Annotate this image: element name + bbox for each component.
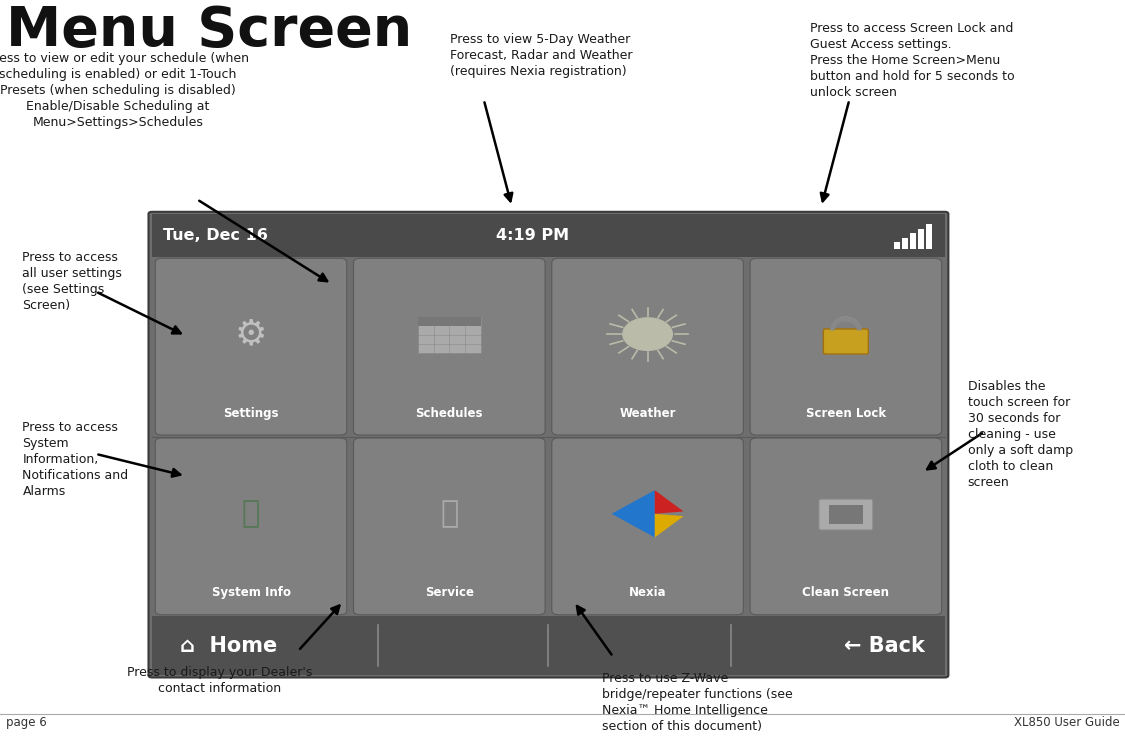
FancyBboxPatch shape: [552, 258, 744, 435]
Bar: [910, 233, 916, 249]
Bar: [902, 238, 908, 249]
Bar: [829, 505, 863, 524]
FancyBboxPatch shape: [824, 329, 868, 354]
FancyBboxPatch shape: [148, 212, 948, 677]
Text: XL850 User Guide: XL850 User Guide: [1014, 716, 1119, 729]
Bar: [918, 229, 924, 249]
Bar: [152, 616, 945, 675]
Bar: [926, 224, 932, 249]
FancyBboxPatch shape: [417, 317, 480, 353]
Text: Press to display your Dealer's
contact information: Press to display your Dealer's contact i…: [127, 666, 312, 694]
Text: Press to view 5-Day Weather
Forecast, Radar and Weather
(requires Nexia registra: Press to view 5-Day Weather Forecast, Ra…: [450, 33, 632, 78]
FancyBboxPatch shape: [819, 499, 873, 530]
Text: Press to access
System
Information,
Notifications and
Alarms: Press to access System Information, Noti…: [22, 421, 128, 497]
Text: Service: Service: [425, 587, 474, 599]
FancyBboxPatch shape: [155, 258, 346, 435]
Text: Clean Screen: Clean Screen: [802, 587, 890, 599]
FancyBboxPatch shape: [750, 438, 942, 615]
FancyBboxPatch shape: [353, 438, 546, 615]
Text: Disables the
touch screen for
30 seconds for
cleaning - use
only a soft damp
clo: Disables the touch screen for 30 seconds…: [968, 380, 1072, 489]
Text: Press to access
all user settings
(see Settings
Screen): Press to access all user settings (see S…: [22, 251, 123, 312]
Text: Weather: Weather: [620, 407, 676, 420]
Bar: [417, 317, 480, 326]
Text: Screen Lock: Screen Lock: [806, 407, 885, 420]
FancyBboxPatch shape: [552, 438, 744, 615]
FancyBboxPatch shape: [824, 329, 868, 354]
Bar: [152, 214, 945, 257]
Text: Press to access Screen Lock and
Guest Access settings.
Press the Home Screen>Men: Press to access Screen Lock and Guest Ac…: [810, 22, 1015, 99]
FancyBboxPatch shape: [353, 258, 546, 435]
FancyBboxPatch shape: [155, 438, 346, 615]
Polygon shape: [655, 490, 684, 514]
Polygon shape: [612, 490, 655, 537]
Text: 🔧: 🔧: [440, 500, 458, 528]
Text: Press to view or edit your schedule (when
scheduling is enabled) or edit 1-Touch: Press to view or edit your schedule (whe…: [0, 52, 249, 128]
Text: System Info: System Info: [212, 587, 290, 599]
Text: Nexia: Nexia: [629, 587, 666, 599]
Text: Schedules: Schedules: [415, 407, 483, 420]
Text: 🖥: 🖥: [242, 500, 260, 528]
Text: Tue, Dec 16: Tue, Dec 16: [163, 228, 268, 243]
Text: page 6: page 6: [6, 716, 46, 729]
Circle shape: [623, 318, 673, 351]
FancyBboxPatch shape: [750, 258, 942, 435]
Text: ⚙: ⚙: [235, 317, 268, 351]
Polygon shape: [655, 514, 684, 537]
Text: ⌂  Home: ⌂ Home: [180, 635, 277, 656]
Text: 4:19 PM: 4:19 PM: [496, 228, 569, 243]
Bar: [894, 242, 900, 249]
Text: Press to use Z-Wave
bridge/repeater functions (see
Nexia™ Home Intelligence
sect: Press to use Z-Wave bridge/repeater func…: [602, 672, 793, 733]
Text: Settings: Settings: [223, 407, 279, 420]
Text: ← Back: ← Back: [844, 635, 925, 656]
Text: Menu Screen: Menu Screen: [6, 4, 412, 58]
